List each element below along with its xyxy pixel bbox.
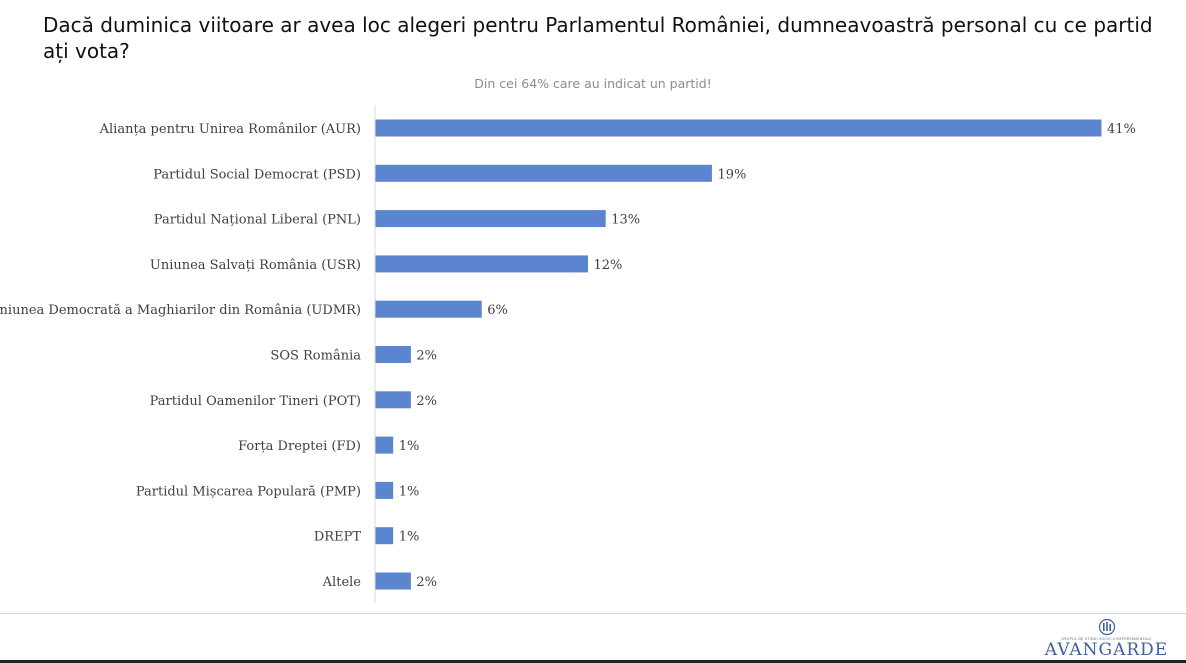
bar bbox=[375, 481, 394, 499]
bar-chart: Alianța pentru Unirea Românilor (AUR) 41%… bbox=[0, 105, 1136, 603]
category-label: SOS România bbox=[270, 349, 361, 364]
category-label: Partidul Social Democrat (PSD) bbox=[153, 167, 361, 182]
logo-tagline: GRUPUL DE STUDII SOCIO-COMPORTAMENTALE bbox=[1061, 637, 1152, 641]
bar bbox=[375, 255, 588, 273]
chart-subtitle: Din cei 64% care au indicat un partid! bbox=[474, 76, 712, 91]
data-label: 41% bbox=[1107, 122, 1136, 137]
bar bbox=[375, 210, 606, 228]
bar bbox=[375, 572, 411, 590]
bar bbox=[375, 436, 394, 454]
category-label: Uniunea Salvați România (USR) bbox=[150, 258, 361, 273]
category-label: Uniunea Democrată a Maghiarilor din Româ… bbox=[0, 303, 361, 318]
category-label: Partidul Oamenilor Tineri (POT) bbox=[150, 394, 361, 409]
page-title: Dacă duminica viitoare ar avea loc alege… bbox=[43, 13, 1153, 63]
data-label: 13% bbox=[611, 213, 640, 228]
avangarde-logo: GRUPUL DE STUDII SOCIO-COMPORTAMENTALE A… bbox=[1039, 618, 1174, 660]
data-label: 1% bbox=[399, 530, 420, 545]
logo-wordmark: AVANGARDE bbox=[1044, 640, 1169, 660]
data-label: 19% bbox=[717, 167, 746, 182]
logo-emblem-icon bbox=[1098, 618, 1115, 636]
category-label: Partidul Mișcarea Populară (PMP) bbox=[136, 484, 361, 499]
data-label: 1% bbox=[399, 439, 420, 454]
category-label: DREPT bbox=[314, 530, 361, 545]
bar bbox=[375, 300, 482, 318]
data-label: 12% bbox=[593, 258, 622, 273]
bar bbox=[375, 119, 1102, 137]
bar bbox=[375, 164, 712, 182]
data-label: 6% bbox=[487, 303, 508, 318]
bar bbox=[375, 391, 411, 409]
footer-divider bbox=[0, 613, 1186, 614]
bottom-border bbox=[0, 660, 1186, 663]
data-label: 1% bbox=[399, 484, 420, 499]
category-label: Altele bbox=[322, 575, 362, 590]
category-label: Alianța pentru Unirea Românilor (AUR) bbox=[99, 122, 361, 137]
data-label: 2% bbox=[416, 349, 437, 364]
bar bbox=[375, 346, 411, 363]
category-label: Forța Dreptei (FD) bbox=[238, 439, 361, 454]
data-label: 2% bbox=[416, 394, 437, 409]
category-label: Partidul Național Liberal (PNL) bbox=[154, 213, 361, 228]
data-label: 2% bbox=[416, 575, 437, 590]
bar bbox=[375, 527, 394, 545]
